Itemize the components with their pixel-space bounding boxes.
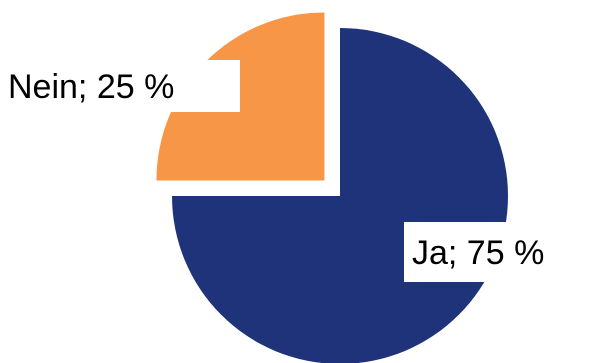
- pie-label-box-ja: [404, 222, 594, 282]
- pie-label-group-nein: Nein; 25 %: [0, 60, 240, 112]
- pie-slice-nein: [156, 12, 325, 181]
- pie-labels: Ja; 75 % Nein; 25 %: [0, 60, 594, 282]
- pie-label-nein: Nein; 25 %: [8, 68, 174, 106]
- pie-label-group-ja: Ja; 75 %: [404, 222, 594, 282]
- pie-label-ja: Ja; 75 %: [412, 234, 544, 272]
- pie-label-box-nein: [0, 60, 240, 112]
